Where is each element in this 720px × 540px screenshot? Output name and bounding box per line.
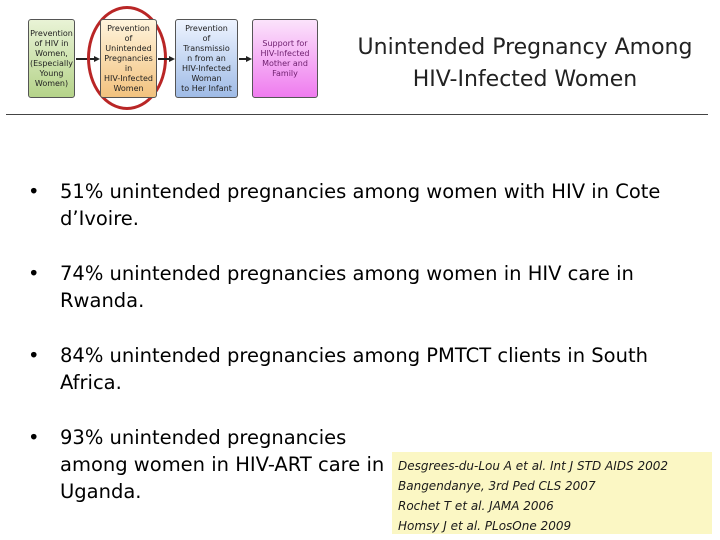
reference-item: Bangendanye, 3rd Ped CLS 2007	[398, 479, 596, 493]
bullet-item: • 93% unintended pregnancies among women…	[28, 424, 688, 505]
bullet-text: 93% unintended pregnancies among women i…	[60, 426, 385, 503]
bullet-icon: •	[28, 180, 40, 203]
reference-item: Rochet T et al. JAMA 2006	[398, 499, 554, 513]
bullet-icon: •	[28, 426, 40, 449]
bullet-item: • 74% unintended pregnancies among women…	[28, 260, 688, 314]
slide-title: Unintended Pregnancy Among HIV-Infected …	[357, 35, 693, 92]
arrow-icon	[158, 56, 175, 62]
prevention-transmission-box: Prevention of Transmissio n from an HIV-…	[175, 19, 238, 98]
references-box: Desgrees-du-Lou A et al. Int J STD AIDS …	[392, 452, 712, 534]
support-mother-family-box: Support for HIV-Infected Mother and Fami…	[252, 19, 318, 98]
bullet-item: • 84% unintended pregnancies among PMTCT…	[28, 342, 688, 396]
title-divider	[6, 114, 708, 115]
bullet-icon: •	[28, 344, 40, 367]
prevention-hiv-women-box: Prevention of HIV in Women, (Especially …	[28, 19, 75, 98]
bullet-icon: •	[28, 262, 40, 285]
reference-item: Homsy J et al. PLosOne 2009	[398, 519, 572, 533]
bullet-text: 51% unintended pregnancies among women w…	[60, 180, 661, 230]
reference-item: Desgrees-du-Lou A et al. Int J STD AIDS …	[398, 459, 668, 473]
bullet-text: 74% unintended pregnancies among women i…	[60, 262, 634, 312]
prevention-unintended-pregnancies-box: Prevention of Unintended Pregnancies in …	[100, 19, 157, 98]
bullet-item: • 51% unintended pregnancies among women…	[28, 178, 688, 232]
bullet-text: 84% unintended pregnancies among PMTCT c…	[60, 344, 648, 394]
arrow-icon	[239, 56, 252, 62]
